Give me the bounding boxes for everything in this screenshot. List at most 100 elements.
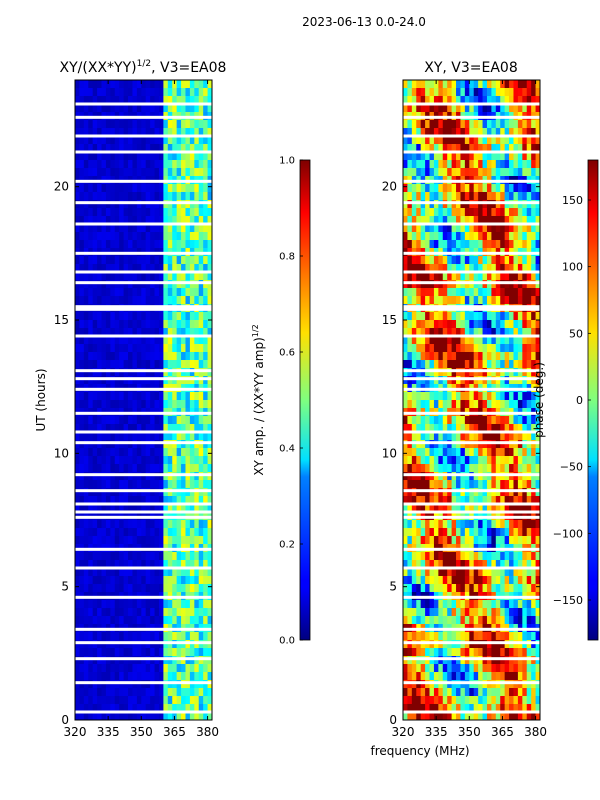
phase-cell (425, 464, 431, 473)
amplitude-cell (105, 680, 111, 689)
phase-cell (509, 104, 515, 113)
amplitude-cell (150, 360, 156, 369)
phase-cell (407, 696, 413, 705)
amplitude-cell (101, 88, 107, 97)
phase-cell (411, 656, 417, 665)
amplitude-cell (79, 192, 85, 201)
amplitude-cell (163, 272, 169, 281)
amplitude-cell (141, 80, 147, 89)
amplitude-cell (79, 664, 85, 673)
phase-cell (447, 464, 453, 473)
phase-cell (451, 616, 457, 625)
phase-cell (460, 80, 466, 89)
amplitude-cell (83, 616, 89, 625)
amplitude-cell (154, 272, 160, 281)
phase-cell (522, 504, 528, 513)
phase-cell (482, 320, 488, 329)
phase-cell (491, 392, 497, 401)
amplitude-cell (158, 528, 164, 537)
amplitude-cell (189, 192, 195, 201)
phase-cell (429, 208, 435, 217)
phase-cell (504, 256, 510, 265)
phase-cell (482, 80, 488, 89)
amplitude-cell (163, 152, 169, 161)
phase-cell (447, 608, 453, 617)
phase-cell (456, 520, 462, 529)
phase-cell (482, 152, 488, 161)
amplitude-cell (110, 208, 116, 217)
amplitude-cell (83, 552, 89, 561)
amplitude-cell (150, 632, 156, 641)
amplitude-cell (119, 88, 125, 97)
amplitude-cell (198, 576, 204, 585)
phase-cell (407, 280, 413, 289)
amplitude-cell (83, 144, 89, 153)
amplitude-cell (172, 344, 178, 353)
phase-cell (509, 656, 515, 665)
phase-cell (486, 96, 492, 105)
amplitude-cell (163, 392, 169, 401)
amplitude-cell (110, 504, 116, 513)
amplitude-cell (163, 432, 169, 441)
phase-cell (509, 664, 515, 673)
amplitude-cell (105, 320, 111, 329)
amplitude-cell (105, 168, 111, 177)
amplitude-cell (97, 456, 103, 465)
phase-cell (469, 664, 475, 673)
amplitude-cell (189, 208, 195, 217)
phase-cell (464, 144, 470, 153)
amplitude-cell (145, 448, 151, 457)
amplitude-cell (207, 496, 212, 505)
amplitude-cell (136, 584, 142, 593)
amplitude-cell (105, 352, 111, 361)
amplitude-cell (207, 680, 212, 689)
amplitude-cell (163, 440, 169, 449)
colorbar-amplitude-label: XY amp. / (XX*YY amp)1/2 (251, 324, 266, 475)
phase-cell (517, 424, 523, 433)
phase-cell (403, 424, 409, 433)
phase-cell (403, 376, 409, 385)
phase-cell (420, 648, 426, 657)
phase-cell (442, 456, 448, 465)
amplitude-cell (176, 192, 182, 201)
amplitude-cell (189, 472, 195, 481)
amplitude-cell (83, 80, 89, 89)
phase-cell (469, 416, 475, 425)
phase-cell (442, 640, 448, 649)
phase-cell (482, 200, 488, 209)
amplitude-cell (97, 560, 103, 569)
amplitude-cell (79, 136, 85, 145)
amplitude-cell (123, 432, 129, 441)
phase-cell (456, 416, 462, 425)
amplitude-cell (167, 424, 173, 433)
amplitude-cell (132, 264, 138, 273)
phase-cell (407, 224, 413, 233)
amplitude-cell (123, 96, 129, 105)
phase-cell (526, 416, 532, 425)
phase-cell (478, 576, 484, 585)
phase-cell (482, 648, 488, 657)
amplitude-cell (203, 376, 209, 385)
phase-cell (500, 552, 506, 561)
amplitude-cell (123, 616, 129, 625)
phase-cell (526, 312, 532, 321)
phase-cell (420, 88, 426, 97)
phase-cell (469, 496, 475, 505)
amplitude-cell (123, 568, 129, 577)
amplitude-cell (141, 336, 147, 345)
phase-cell (411, 688, 417, 697)
phase-cell (433, 688, 439, 697)
amplitude-cell (154, 224, 160, 233)
data-gap (75, 641, 212, 645)
amplitude-cell (181, 400, 187, 409)
phase-cell (429, 704, 435, 713)
phase-cell (438, 656, 444, 665)
phase-cell (531, 264, 537, 273)
amplitude-cell (203, 536, 209, 545)
phase-cell (495, 80, 501, 89)
phase-cell (509, 264, 515, 273)
phase-cell (403, 480, 409, 489)
amplitude-cell (167, 376, 173, 385)
amplitude-cell (79, 312, 85, 321)
phase-cell (464, 128, 470, 137)
